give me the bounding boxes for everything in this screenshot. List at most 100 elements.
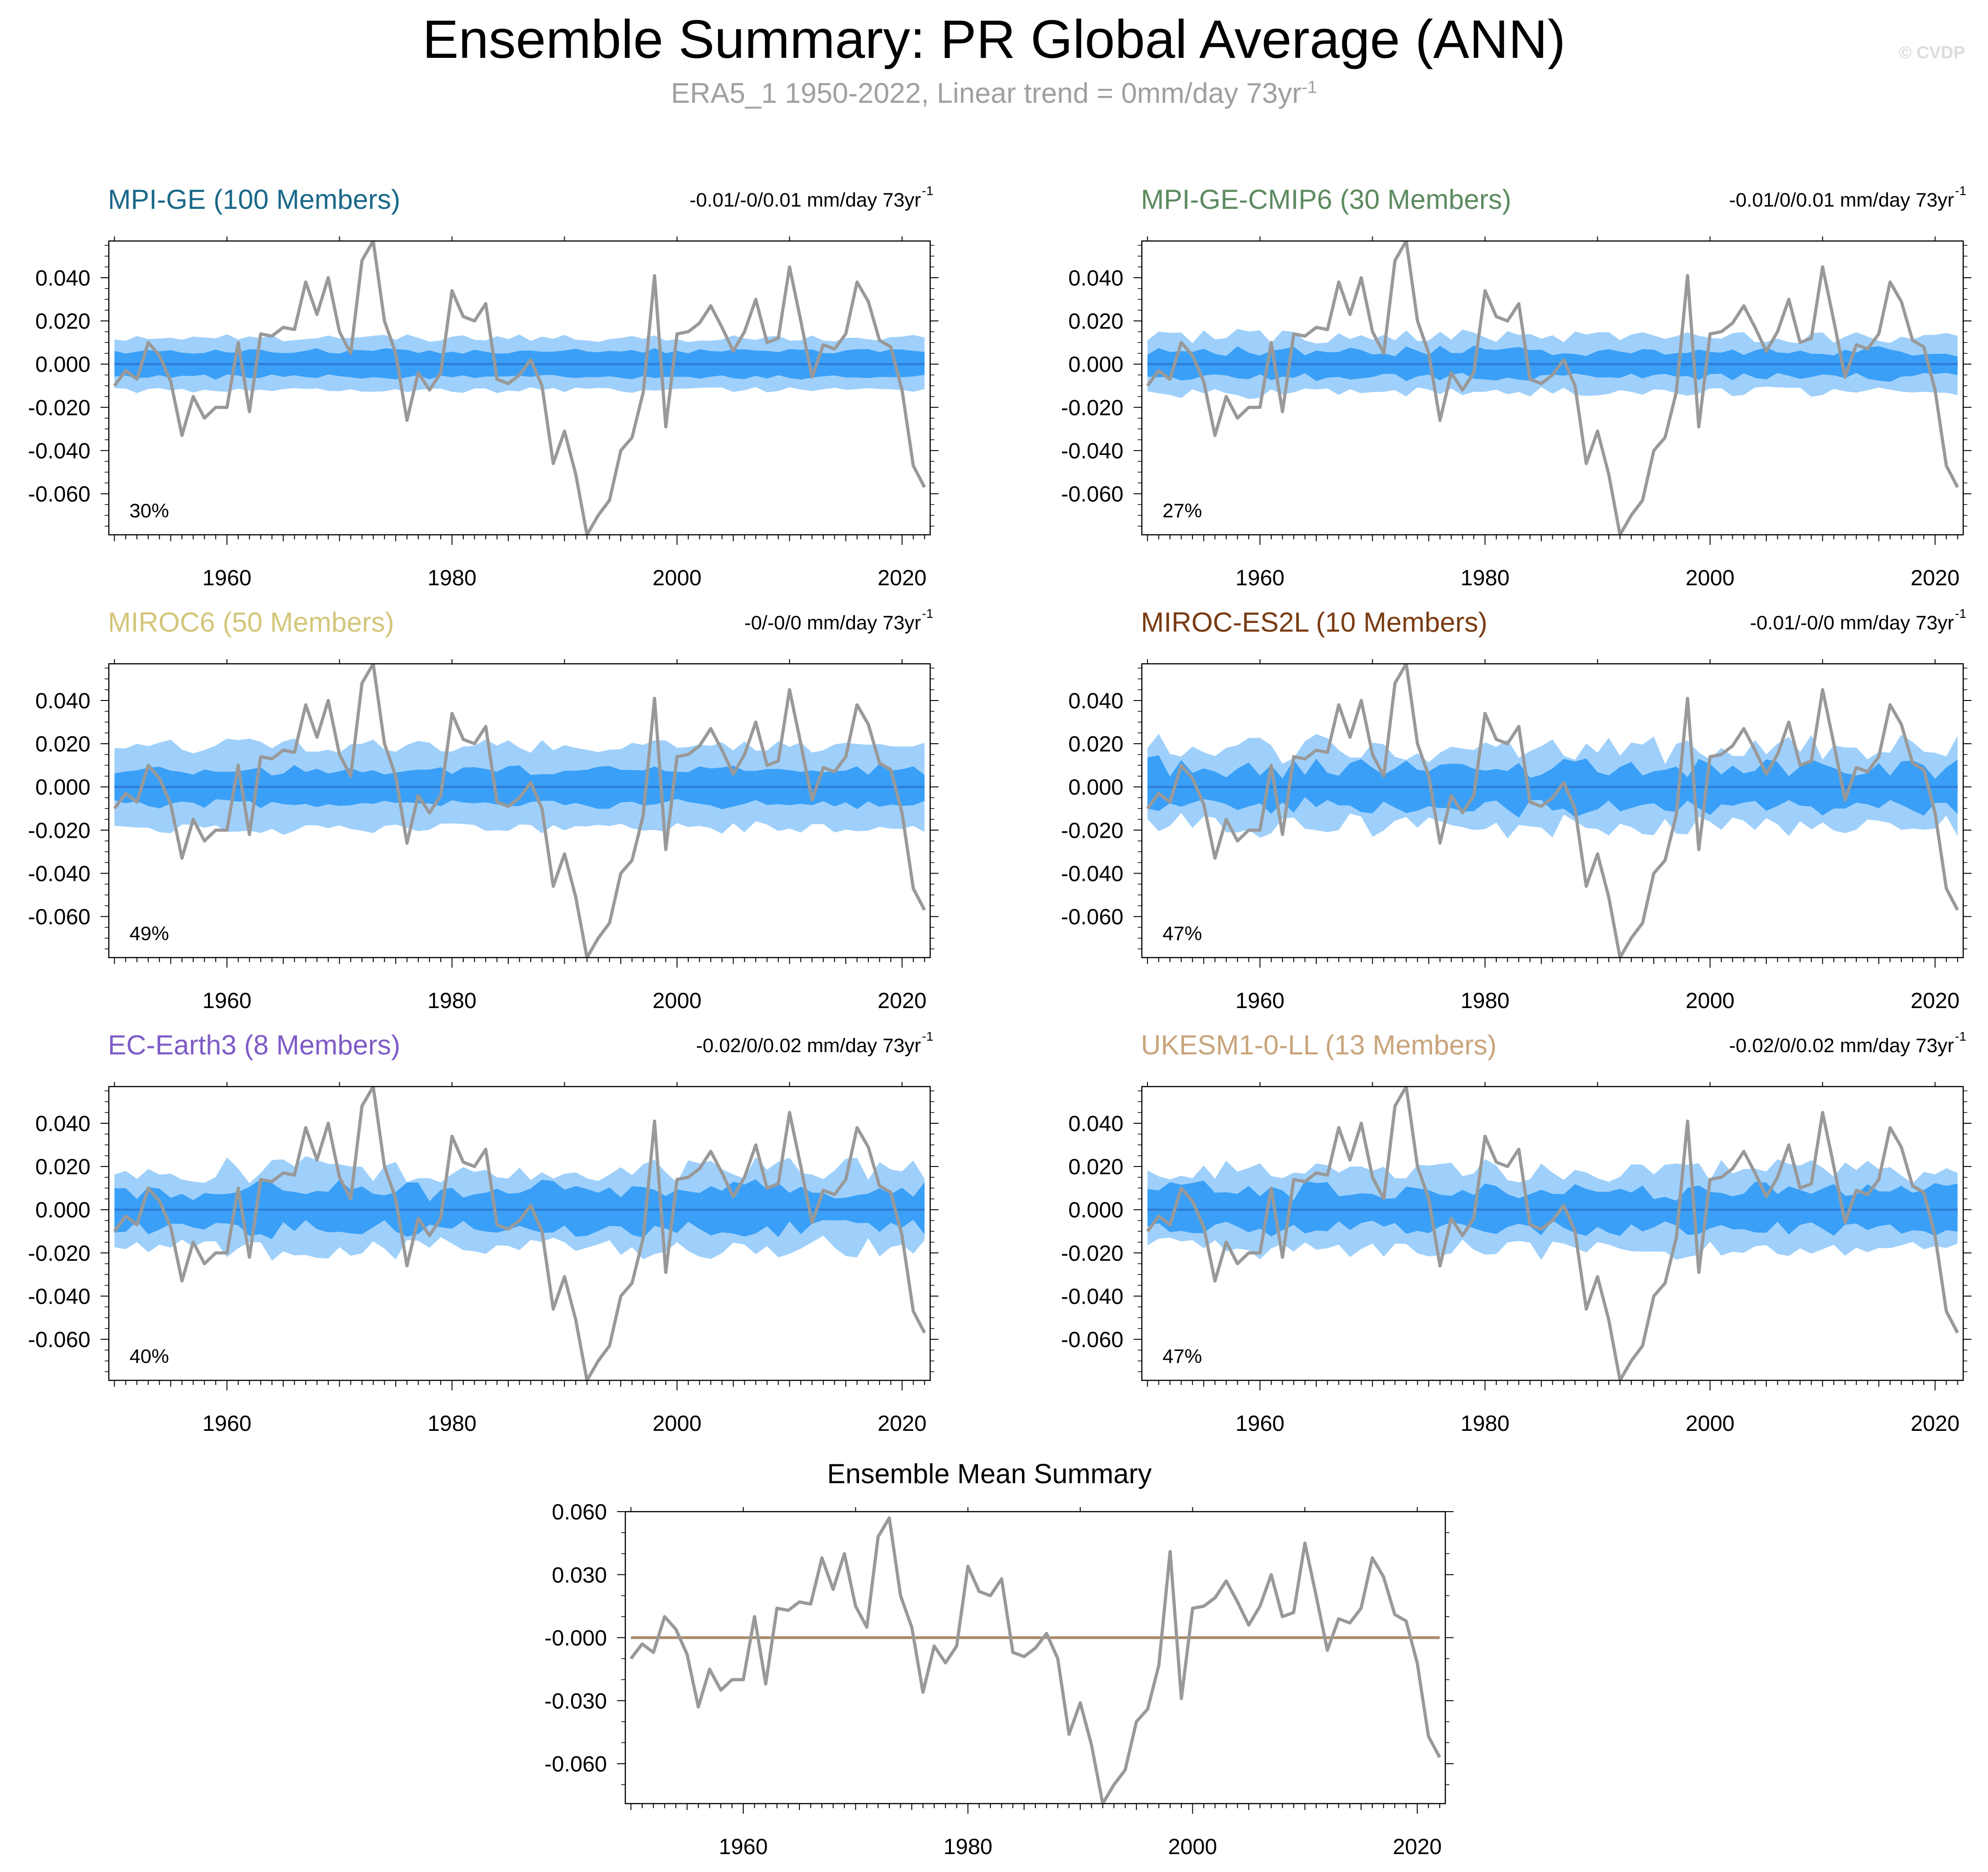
y-tick-label: -0.060 (28, 1328, 90, 1352)
observation-line (1146, 1087, 1959, 1380)
plot-area (629, 1516, 1441, 1804)
x-tick-label: 2000 (652, 989, 702, 1013)
x-tick-label: 1960 (1235, 989, 1285, 1013)
y-tick-label: 0.000 (1068, 1198, 1123, 1222)
x-tick-label: 1960 (202, 1412, 252, 1436)
y-tick-label: -0.060 (545, 1752, 607, 1777)
x-tick-label: 1980 (1460, 566, 1510, 590)
y-tick-label: -0.030 (545, 1689, 607, 1714)
chart-panel-5: 1960 1980 2000 2020 0.040 0.020 0.000 -0.020 -0.… (28, 1029, 938, 1436)
y-tick-label: 0.000 (1068, 353, 1123, 377)
y-tick-label: 0.020 (1068, 732, 1123, 757)
panel-title: MPI-GE (100 Members) (108, 184, 400, 215)
plot-area (113, 664, 926, 958)
panel-title: Ensemble Mean Summary (827, 1458, 1152, 1489)
subtitle-text: ERA5_1 1950-2022, Linear trend = 0mm/day… (671, 78, 1302, 109)
y-tick-label: -0.020 (28, 396, 90, 420)
x-tick-label: 2000 (1168, 1835, 1217, 1859)
y-tick-label: -0.000 (545, 1626, 607, 1651)
x-tick-label: 2020 (1910, 566, 1960, 590)
y-tick-label: -0.060 (1061, 482, 1123, 507)
y-tick-label: 0.060 (552, 1500, 607, 1525)
y-tick-label: 0.030 (552, 1563, 607, 1587)
plot-area (1146, 241, 1959, 535)
x-tick-label: 1960 (202, 989, 252, 1013)
x-tick-label: 2020 (877, 989, 927, 1013)
x-tick-label: 1980 (427, 989, 477, 1013)
x-tick-label: 1960 (1235, 1412, 1285, 1436)
chart-panel-4: 1960 1980 2000 2020 0.040 0.020 0.000 -0.020 -0.… (1061, 606, 1971, 1013)
trend-superscript: -1 (922, 606, 933, 621)
trend-superscript: -1 (1955, 1029, 1966, 1043)
x-tick-label: 2000 (652, 1412, 702, 1436)
panel-title: UKESM1-0-LL (13 Members) (1141, 1030, 1497, 1060)
percent-label: 40% (129, 1345, 169, 1368)
y-tick-label: -0.040 (1061, 862, 1123, 886)
percent-label: 27% (1162, 500, 1202, 522)
y-tick-label: 0.000 (1068, 775, 1123, 800)
x-tick-label: 2020 (1910, 989, 1960, 1013)
x-tick-label: 1960 (719, 1835, 768, 1859)
y-tick-label: -0.040 (1061, 1284, 1123, 1309)
y-tick-label: -0.020 (1061, 1241, 1123, 1266)
trend-superscript: -1 (922, 1029, 933, 1043)
trend-label: -0/-0/0 mm/day 73yr (744, 612, 921, 634)
trend-label: -0.02/0/0.02 mm/day 73yr (1729, 1035, 1954, 1057)
panel-title: MIROC6 (50 Members) (108, 607, 394, 638)
panel-title: MPI-GE-CMIP6 (30 Members) (1141, 184, 1511, 215)
trend-label: -0.01/-0/0.01 mm/day 73yr (690, 189, 921, 211)
y-tick-label: -0.040 (1061, 439, 1123, 463)
plot-area (1146, 664, 1959, 958)
observation-line (113, 1087, 926, 1380)
y-tick-label: 0.040 (1068, 1112, 1123, 1136)
trend-label: -0.01/0/0.01 mm/day 73yr (1729, 189, 1954, 211)
x-tick-label: 1980 (1460, 1412, 1510, 1436)
x-tick-label: 1960 (1235, 566, 1285, 590)
observation-line (629, 1516, 1441, 1804)
figure-subtitle: ERA5_1 1950-2022, Linear trend = 0mm/day… (0, 77, 1988, 110)
x-tick-label: 1980 (427, 566, 477, 590)
percent-label: 30% (129, 500, 169, 522)
x-tick-label: 2000 (652, 566, 702, 590)
percent-label: 49% (129, 923, 169, 945)
y-tick-label: -0.040 (28, 1284, 90, 1309)
y-tick-label: 0.000 (35, 775, 90, 800)
y-tick-label: 0.000 (35, 1198, 90, 1222)
y-tick-label: 0.020 (35, 309, 90, 334)
x-tick-label: 1980 (1460, 989, 1510, 1013)
trend-superscript: -1 (922, 184, 933, 198)
x-tick-label: 1980 (943, 1835, 993, 1859)
y-tick-label: 0.040 (1068, 689, 1123, 713)
figure-title: Ensemble Summary: PR Global Average (ANN… (422, 9, 1566, 70)
x-tick-label: 2000 (1685, 989, 1735, 1013)
x-tick-label: 2020 (877, 566, 927, 590)
y-tick-label: -0.040 (28, 439, 90, 463)
y-tick-label: 0.020 (1068, 309, 1123, 334)
percent-label: 47% (1162, 923, 1202, 945)
plot-area (113, 241, 926, 535)
x-tick-label: 2020 (1910, 1412, 1960, 1436)
observation-line (113, 664, 926, 958)
plot-area (1146, 1087, 1959, 1380)
chart-panel-6: 1960 1980 2000 2020 0.040 0.020 0.000 -0.020 -0.… (1061, 1029, 1971, 1436)
y-tick-label: -0.020 (1061, 396, 1123, 420)
x-tick-label: 1980 (427, 1412, 477, 1436)
y-tick-label: 0.040 (1068, 266, 1123, 291)
plot-area (113, 1087, 926, 1380)
y-tick-label: -0.020 (28, 818, 90, 843)
panel-title: MIROC-ES2L (10 Members) (1141, 607, 1488, 638)
observation-line (1146, 241, 1959, 535)
percent-label: 47% (1162, 1345, 1202, 1368)
chart-panel-3: 1960 1980 2000 2020 0.040 0.020 0.000 -0.020 -0.… (28, 606, 938, 1013)
panel-title: EC-Earth3 (8 Members) (108, 1030, 400, 1060)
chart-panel-2: 1960 1980 2000 2020 0.040 0.020 0.000 -0.020 -0.… (1061, 184, 1971, 590)
chart-panel-7: 1960 1980 2000 2020 0.060 0.030 -0.000 -0.030 -0… (545, 1458, 1454, 1859)
y-tick-label: 0.040 (35, 1112, 90, 1136)
y-tick-label: 0.020 (35, 1155, 90, 1179)
x-tick-label: 2020 (877, 1412, 927, 1436)
y-tick-label: 0.020 (35, 732, 90, 757)
cvdp-watermark: © CVDP (1898, 43, 1965, 62)
y-tick-label: 0.040 (35, 689, 90, 713)
y-tick-label: -0.020 (28, 1241, 90, 1266)
x-tick-label: 1960 (202, 566, 252, 590)
